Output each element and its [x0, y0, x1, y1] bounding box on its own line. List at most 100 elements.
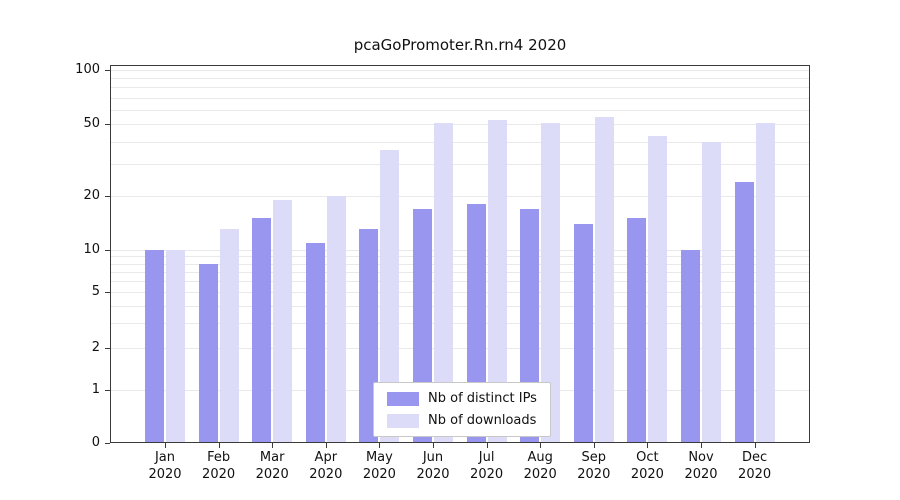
y-tick-label-10: 10: [83, 242, 100, 257]
bar-distinct-ips-jan: [145, 250, 164, 443]
x-tick-year: 2020: [470, 466, 504, 482]
bar-distinct-ips-apr: [305, 242, 325, 443]
x-tick-year: 2020: [202, 466, 236, 482]
x-tick-label-mar: Mar 2020: [240, 450, 304, 484]
x-tick-mark-nov: [701, 443, 702, 448]
bar-downloads-jun: [434, 122, 453, 443]
gridline-80: [110, 87, 810, 89]
bar-downloads-mar: [273, 199, 293, 443]
plot-area: Nb of distinct IPs Nb of downloads: [110, 65, 810, 443]
bar-distinct-ips-dec: [734, 181, 754, 443]
x-tick-year: 2020: [577, 466, 611, 482]
x-tick-year: 2020: [684, 466, 718, 482]
x-tick-label-jan: Jan 2020: [133, 450, 197, 484]
gridline-20: [110, 195, 810, 197]
gridline-5: [110, 292, 810, 294]
bar-downloads-jul: [487, 119, 507, 443]
gridline-60: [110, 109, 810, 111]
bar-downloads-apr: [326, 195, 346, 443]
x-tick-month: Jun: [422, 450, 444, 465]
x-tick-label-jun: Jun 2020: [401, 450, 465, 484]
x-tick-year: 2020: [738, 466, 772, 482]
y-tick-mark-1: [105, 390, 110, 391]
gridline-10: [110, 250, 810, 251]
x-tick-mark-oct: [647, 443, 649, 448]
y-tick-mark-2: [105, 347, 110, 349]
x-tick-label-aug: Aug 2020: [508, 450, 572, 484]
y-tick-mark-5: [105, 292, 110, 294]
x-tick-month: Oct: [636, 450, 659, 465]
y-tick-label-50: 50: [83, 116, 100, 132]
x-tick-year: 2020: [362, 466, 396, 482]
x-tick-label-sep: Sep 2020: [562, 450, 626, 484]
x-tick-mark-aug: [540, 443, 542, 448]
bar-distinct-ips-nov: [681, 250, 700, 443]
x-tick-month: Apr: [314, 450, 338, 465]
x-tick-year: 2020: [416, 466, 450, 482]
legend-swatch-distinct-ips: [387, 391, 419, 406]
y-tick-label-100: 100: [75, 62, 100, 77]
y-tick-mark-20: [105, 195, 110, 197]
bar-distinct-ips-sep: [573, 223, 593, 443]
x-tick-mark-sep: [593, 443, 595, 448]
x-tick-label-jul: Jul 2020: [455, 450, 519, 484]
x-tick-mark-jan: [165, 443, 166, 448]
x-tick-mark-feb: [218, 443, 220, 448]
x-tick-month: Dec: [742, 450, 768, 465]
gridline-3: [110, 323, 810, 325]
gridline-9: [110, 256, 810, 258]
bar-distinct-ips-oct: [627, 218, 647, 443]
x-tick-label-apr: Apr 2020: [294, 450, 358, 484]
gridline-8: [110, 263, 810, 265]
x-tick-month: Jul: [478, 450, 495, 465]
x-tick-mark-may: [379, 443, 381, 448]
gridline-6: [110, 281, 810, 283]
legend-item-distinct-ips: Nb of distinct IPs: [387, 391, 537, 406]
legend-item-downloads: Nb of downloads: [387, 413, 537, 428]
gridline-100: [110, 70, 810, 71]
bar-downloads-dec: [755, 122, 775, 443]
x-tick-month: Sep: [581, 450, 607, 465]
x-tick-mark-jun: [433, 443, 434, 448]
bar-distinct-ips-feb: [198, 263, 218, 443]
x-tick-mark-dec: [754, 443, 756, 448]
bar-downloads-sep: [594, 116, 614, 443]
bar-downloads-aug: [541, 122, 561, 443]
y-tick-label-1: 1: [91, 382, 100, 397]
legend: Nb of distinct IPs Nb of downloads: [373, 382, 551, 437]
x-tick-label-feb: Feb 2020: [187, 450, 251, 484]
y-tick-mark-10: [105, 250, 110, 251]
x-tick-mark-apr: [325, 443, 327, 448]
legend-label-distinct-ips: Nb of distinct IPs: [428, 391, 537, 406]
gridline-30: [110, 164, 810, 166]
x-tick-year: 2020: [523, 466, 557, 482]
x-tick-month: Nov: [688, 450, 714, 465]
y-tick-mark-0: [105, 443, 110, 444]
bar-downloads-may: [380, 149, 400, 443]
bar-downloads-oct: [648, 135, 668, 443]
y-tick-mark-100: [105, 70, 110, 71]
gridline-2: [110, 347, 810, 349]
y-tick-label-0: 0: [91, 435, 100, 450]
bar-downloads-feb: [219, 229, 239, 443]
x-tick-label-may: May 2020: [347, 450, 411, 484]
x-tick-label-nov: Nov 2020: [669, 450, 733, 484]
x-tick-month: Jan: [154, 450, 176, 465]
x-tick-month: Feb: [207, 450, 231, 465]
gridline-50: [110, 124, 810, 126]
chart-title: pcaGoPromoter.Rn.rn4 2020: [353, 36, 567, 54]
gridline-40: [110, 141, 810, 143]
x-tick-year: 2020: [255, 466, 289, 482]
bar-distinct-ips-mar: [252, 218, 272, 443]
gridline-4: [110, 305, 810, 307]
x-tick-month: May: [365, 450, 393, 465]
x-tick-label-dec: Dec 2020: [723, 450, 787, 484]
x-tick-label-oct: Oct 2020: [615, 450, 679, 484]
y-tick-label-2: 2: [91, 339, 100, 355]
x-tick-mark-mar: [272, 443, 274, 448]
bar-downloads-nov: [702, 141, 721, 443]
x-tick-month: Mar: [259, 450, 285, 465]
x-tick-year: 2020: [148, 466, 182, 482]
x-tick-mark-jul: [486, 443, 488, 448]
